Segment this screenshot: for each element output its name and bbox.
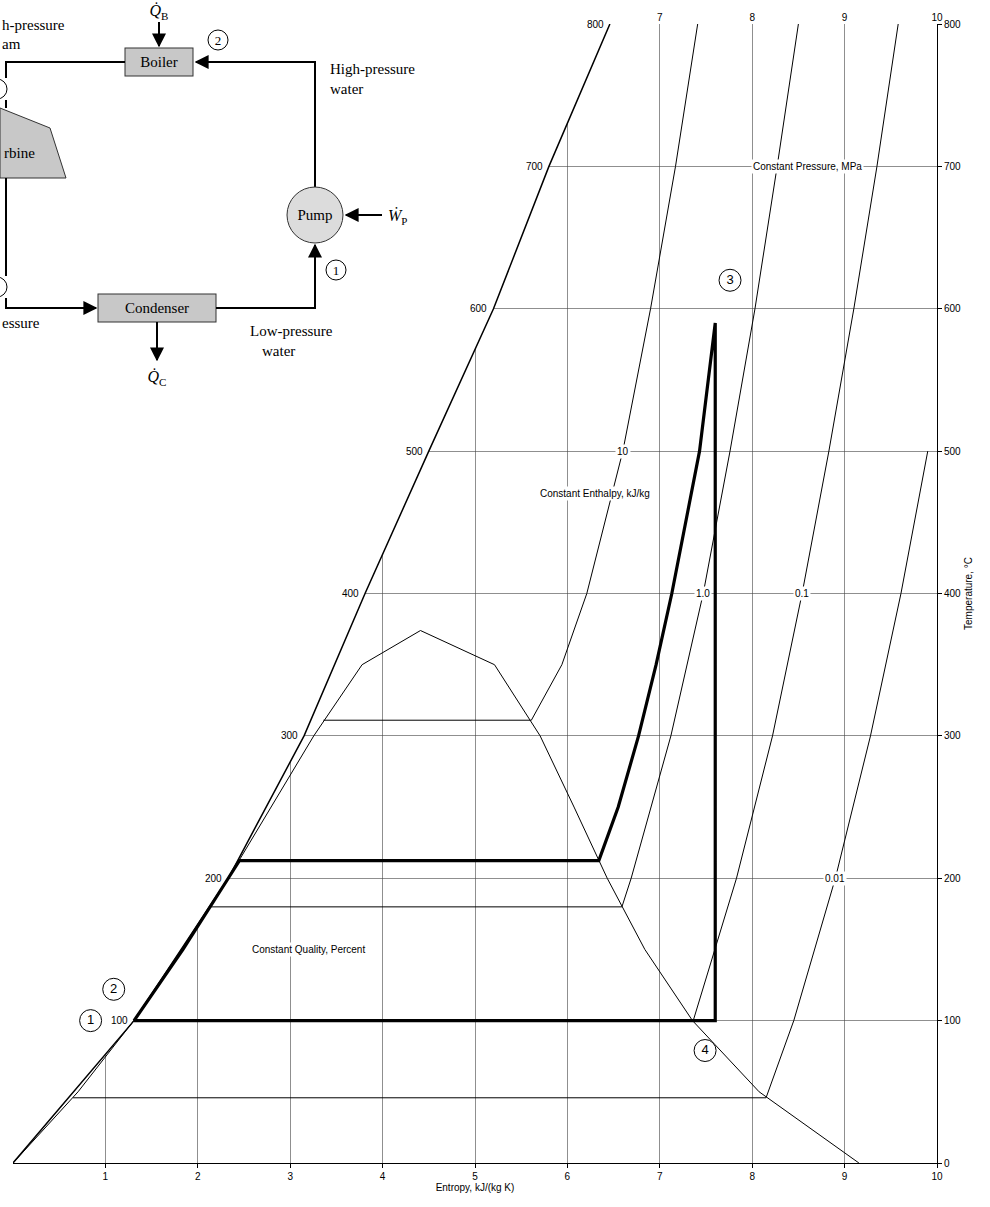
svg-text:5: 5 bbox=[472, 1171, 478, 1182]
svg-text:1.0: 1.0 bbox=[696, 588, 710, 599]
svg-text:300: 300 bbox=[281, 730, 298, 741]
svg-text:ẆP: ẆP bbox=[388, 207, 407, 227]
svg-text:0: 0 bbox=[944, 1158, 950, 1169]
svg-text:10: 10 bbox=[617, 446, 629, 457]
svg-text:1: 1 bbox=[103, 1171, 109, 1182]
svg-text:am: am bbox=[2, 36, 21, 52]
svg-text:800: 800 bbox=[587, 19, 604, 30]
svg-text:4: 4 bbox=[380, 1171, 386, 1182]
svg-text:100: 100 bbox=[111, 1015, 128, 1026]
svg-text:100: 100 bbox=[944, 1015, 961, 1026]
svg-text:water: water bbox=[330, 81, 363, 97]
svg-text:2: 2 bbox=[195, 1171, 201, 1182]
svg-text:300: 300 bbox=[944, 730, 961, 741]
svg-text:9: 9 bbox=[842, 1171, 848, 1182]
svg-text:500: 500 bbox=[406, 446, 423, 457]
svg-text:High-pressure: High-pressure bbox=[330, 61, 415, 77]
svg-text:600: 600 bbox=[470, 303, 487, 314]
svg-text:2: 2 bbox=[215, 33, 222, 48]
svg-text:Low-pressure: Low-pressure bbox=[250, 323, 333, 339]
svg-text:3: 3 bbox=[287, 1171, 293, 1182]
svg-text:rbine: rbine bbox=[4, 145, 35, 161]
svg-text:0.1: 0.1 bbox=[795, 588, 809, 599]
svg-text:3: 3 bbox=[726, 272, 733, 287]
svg-text:Condenser: Condenser bbox=[125, 300, 189, 316]
svg-text:Temperature, °C: Temperature, °C bbox=[963, 557, 974, 630]
svg-text:0.01: 0.01 bbox=[825, 873, 845, 884]
svg-text:Boiler: Boiler bbox=[140, 54, 178, 70]
svg-text:Constant Enthalpy, kJ/kg: Constant Enthalpy, kJ/kg bbox=[540, 488, 650, 499]
svg-text:500: 500 bbox=[944, 446, 961, 457]
svg-text:essure: essure bbox=[2, 315, 40, 331]
svg-text:700: 700 bbox=[944, 161, 961, 172]
svg-text:Pump: Pump bbox=[297, 207, 332, 223]
svg-text:Entropy, kJ/(kg K): Entropy, kJ/(kg K) bbox=[436, 1182, 515, 1193]
svg-text:Q̇B: Q̇B bbox=[150, 2, 169, 22]
svg-text:10: 10 bbox=[931, 1171, 943, 1182]
svg-text:9: 9 bbox=[842, 12, 848, 23]
svg-text:6: 6 bbox=[565, 1171, 571, 1182]
svg-text:400: 400 bbox=[342, 588, 359, 599]
svg-text:600: 600 bbox=[944, 303, 961, 314]
svg-text:10: 10 bbox=[931, 12, 943, 23]
svg-text:Constant Quality, Percent: Constant Quality, Percent bbox=[252, 944, 365, 955]
svg-text:4: 4 bbox=[701, 1042, 708, 1057]
svg-text:800: 800 bbox=[944, 19, 961, 30]
svg-text:7: 7 bbox=[657, 12, 663, 23]
svg-text:8: 8 bbox=[749, 1171, 755, 1182]
svg-text:Q̇C: Q̇C bbox=[148, 368, 167, 388]
svg-text:water: water bbox=[262, 343, 295, 359]
svg-text:1: 1 bbox=[87, 1012, 94, 1027]
svg-text:2: 2 bbox=[110, 981, 117, 996]
svg-text:7: 7 bbox=[657, 1171, 663, 1182]
svg-text:Constant Pressure, MPa: Constant Pressure, MPa bbox=[753, 161, 862, 172]
svg-text:200: 200 bbox=[205, 873, 222, 884]
svg-text:200: 200 bbox=[944, 873, 961, 884]
svg-text:1: 1 bbox=[333, 263, 340, 278]
svg-text:700: 700 bbox=[526, 161, 543, 172]
svg-text:400: 400 bbox=[944, 588, 961, 599]
svg-text:8: 8 bbox=[749, 12, 755, 23]
svg-text:h-pressure: h-pressure bbox=[2, 17, 65, 33]
